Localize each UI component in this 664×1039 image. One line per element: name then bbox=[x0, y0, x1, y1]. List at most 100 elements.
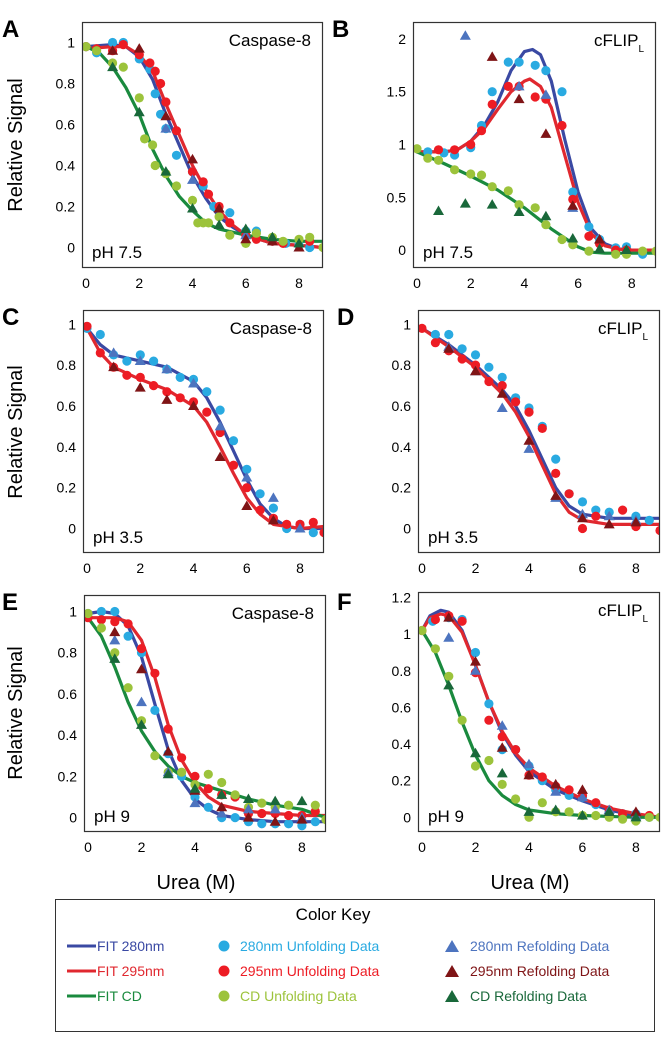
y-tick-label: 0.6 bbox=[56, 117, 76, 133]
point-unf-280 bbox=[551, 454, 561, 464]
point-unf-295 bbox=[118, 40, 128, 50]
point-unf-295 bbox=[163, 724, 173, 734]
point-unf-cd bbox=[497, 779, 507, 790]
point-ref-295 bbox=[162, 746, 174, 756]
point-unf-280 bbox=[150, 705, 160, 716]
point-unf-280 bbox=[444, 329, 454, 340]
legend-fit-295: FIT 295nm bbox=[97, 963, 164, 979]
point-ref-cd bbox=[162, 768, 174, 779]
point-unf-cd bbox=[644, 812, 654, 822]
point-unf-295 bbox=[171, 126, 182, 136]
y-tick-label: 0 bbox=[69, 810, 77, 826]
point-unf-cd bbox=[444, 671, 454, 681]
y-tick-label: 0.4 bbox=[56, 158, 76, 174]
point-unf-cd bbox=[655, 812, 660, 822]
point-unf-cd bbox=[321, 815, 326, 825]
y-tick-label: 0.4 bbox=[57, 439, 77, 455]
point-ref-295 bbox=[134, 382, 146, 392]
point-unf-cd bbox=[177, 767, 187, 777]
point-unf-cd bbox=[217, 777, 227, 788]
point-unf-cd bbox=[466, 169, 476, 179]
point-unf-cd bbox=[203, 769, 213, 779]
point-unf-295 bbox=[524, 407, 534, 417]
point-unf-cd bbox=[413, 144, 422, 154]
point-unf-295 bbox=[202, 407, 212, 417]
panel-letter: F bbox=[337, 589, 352, 616]
point-ref-280 bbox=[161, 363, 173, 374]
point-ref-cd bbox=[189, 783, 201, 793]
y-tick-label: 0.2 bbox=[56, 199, 76, 215]
y-tick-label: 0.2 bbox=[392, 480, 412, 496]
point-unf-280 bbox=[228, 436, 239, 446]
point-unf-cd bbox=[318, 242, 323, 253]
protein-subscript: L bbox=[642, 614, 648, 625]
point-unf-280 bbox=[95, 329, 105, 340]
legend-unf-cd-marker bbox=[218, 990, 230, 1002]
point-unf-cd bbox=[487, 182, 497, 192]
point-unf-cd bbox=[433, 155, 444, 165]
y-tick-label: 0 bbox=[67, 240, 75, 256]
point-ref-295 bbox=[594, 233, 606, 244]
protein-label: cFLIPL bbox=[598, 319, 648, 343]
point-ref-cd bbox=[513, 206, 525, 217]
legend-fit-280: FIT 280nm bbox=[97, 938, 164, 954]
y-tick-label: 0.2 bbox=[57, 480, 77, 496]
point-ref-280 bbox=[496, 720, 508, 730]
panel-e: E 0 0.2 0.4 0.6 0.8 1 0 2 4 6 8 Caspase-8 pH 9 bbox=[2, 589, 327, 855]
y-tick-label: 1 bbox=[68, 316, 76, 332]
point-unf-cd bbox=[541, 220, 551, 230]
point-ref-295 bbox=[523, 435, 535, 445]
y-tick-label: 0.5 bbox=[387, 189, 407, 205]
point-ref-280 bbox=[469, 665, 481, 675]
point-unf-295 bbox=[175, 393, 185, 403]
point-unf-cd bbox=[611, 249, 621, 259]
panel-a: A 0 0.2 0.4 0.6 0.8 1 0 2 4 6 8 Caspase-8 pH 7.5 bbox=[2, 16, 324, 291]
point-ref-280 bbox=[540, 89, 552, 99]
point-ref-cd bbox=[160, 166, 172, 176]
fit-line-280 bbox=[84, 42, 323, 250]
point-unf-cd bbox=[484, 755, 494, 766]
x-tick-label: 8 bbox=[632, 560, 640, 576]
y-tick-label: 0.8 bbox=[57, 357, 77, 373]
point-unf-280 bbox=[514, 57, 524, 67]
point-ref-295 bbox=[540, 128, 552, 138]
legend-ref-280: 280nm Refolding Data bbox=[470, 938, 610, 954]
protein-name: Caspase-8 bbox=[232, 604, 314, 623]
y-tick-label: 0.8 bbox=[392, 663, 412, 679]
point-unf-cd bbox=[84, 608, 93, 619]
point-unf-295 bbox=[564, 785, 574, 795]
point-unf-295 bbox=[450, 145, 460, 155]
x-tick-label: 4 bbox=[525, 839, 533, 855]
point-unf-280 bbox=[257, 819, 267, 829]
y-tick-label: 0 bbox=[398, 242, 406, 258]
point-ref-cd bbox=[213, 219, 225, 229]
ph-label: pH 9 bbox=[94, 807, 130, 826]
point-unf-280 bbox=[577, 497, 588, 507]
point-unf-cd bbox=[225, 230, 235, 240]
y-tick-label: 1 bbox=[403, 316, 411, 332]
point-ref-cd bbox=[594, 243, 606, 253]
x-tick-label: 8 bbox=[298, 839, 306, 855]
point-unf-295 bbox=[430, 614, 440, 625]
y-tick-label: 0 bbox=[403, 809, 411, 825]
point-unf-295 bbox=[430, 338, 440, 348]
point-ref-280 bbox=[603, 510, 615, 521]
legend-unf-cd: CD Unfolding Data bbox=[240, 988, 357, 1004]
point-unf-cd bbox=[537, 798, 547, 808]
point-unf-cd bbox=[651, 246, 656, 256]
point-ref-cd bbox=[242, 793, 254, 804]
plot-frame bbox=[82, 309, 325, 554]
y-tick-label: 0.4 bbox=[392, 736, 412, 752]
protein-name: cFLIP bbox=[598, 319, 642, 338]
point-unf-cd bbox=[503, 186, 513, 196]
point-ref-280 bbox=[496, 402, 508, 413]
point-unf-cd bbox=[476, 170, 487, 180]
point-unf-280 bbox=[108, 37, 118, 48]
y-tick-label: 0.8 bbox=[56, 76, 76, 92]
legend-ref-280-marker bbox=[445, 940, 459, 952]
point-unf-280 bbox=[457, 344, 467, 354]
color-key-legend: Color Key FIT 280nm FIT 295nm FIT CD 280… bbox=[55, 899, 655, 1032]
x-tick-label: 8 bbox=[296, 560, 304, 576]
point-unf-295 bbox=[564, 489, 574, 499]
